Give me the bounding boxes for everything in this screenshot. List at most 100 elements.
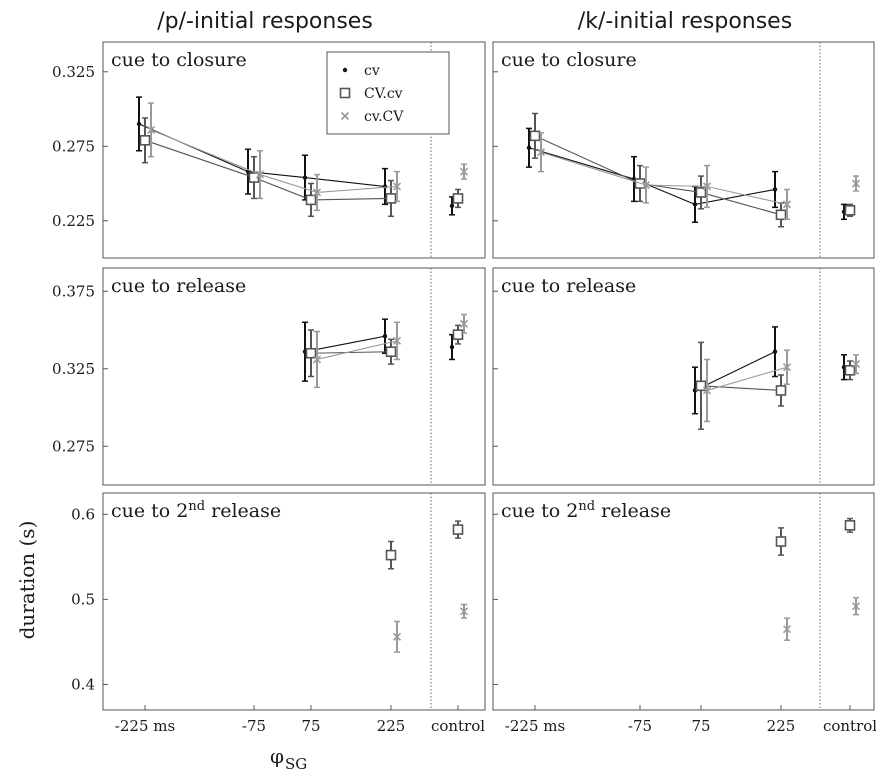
series-line (694, 351, 776, 391)
data-point (641, 180, 651, 190)
data-point (305, 194, 317, 206)
series-line (528, 147, 776, 205)
panel-label-sup: nd (188, 499, 205, 514)
y-tick-label: 0.325 (52, 63, 95, 81)
data-point (851, 179, 861, 188)
data-point (459, 319, 469, 328)
data-point (305, 347, 317, 359)
series-CV.cv (695, 341, 856, 430)
series-CV.cv (305, 324, 464, 378)
panel-label: cue to 2nd release (111, 499, 281, 522)
y-axis-label: duration (s) (15, 521, 39, 640)
panel-label-main: cue to 2 (111, 500, 188, 522)
data-point (385, 193, 397, 204)
data-point (139, 135, 151, 146)
panel: cue to release (492, 267, 875, 486)
data-point-stroke-b (255, 170, 265, 179)
data-point-stroke-b (312, 188, 322, 197)
series-line (540, 151, 788, 205)
data-point (695, 380, 707, 392)
data-point (782, 625, 792, 634)
panel-label-tail: release (205, 500, 281, 522)
legend-marker (340, 111, 350, 121)
data-point (702, 182, 712, 191)
data-point (452, 193, 464, 204)
data-point-stroke-b (146, 125, 156, 134)
data-point (452, 329, 464, 340)
data-point-stroke-b (392, 336, 402, 345)
data-point (529, 130, 541, 142)
series-CV.cv (775, 517, 856, 556)
data-point (385, 549, 397, 561)
data-point-stroke-b (392, 632, 402, 641)
panel-label-tail: release (595, 500, 671, 522)
x-tick-label: 75 (301, 717, 320, 735)
data-point-stroke-b (459, 607, 469, 616)
data-point-stroke-b (702, 386, 712, 395)
series-line (144, 139, 392, 201)
data-point (775, 385, 787, 396)
series-CV.cv (529, 112, 856, 228)
series-cv.CV (146, 102, 469, 212)
data-point-stroke-b (851, 360, 861, 369)
data-point-stroke-b (392, 182, 402, 191)
x-axis-label: φ SG (270, 744, 307, 773)
data-point-stroke-b (782, 200, 792, 209)
panel: cue to closure (102, 41, 486, 259)
series-line (310, 351, 392, 354)
panel-frame (492, 492, 875, 711)
panel-frame (492, 267, 875, 486)
data-point (702, 386, 712, 395)
x-tick-label: -225 ms (505, 717, 565, 735)
y-tick-label: 0.4 (71, 675, 95, 693)
series-line (304, 335, 386, 353)
data-point-stroke-b (851, 179, 861, 188)
series-CV.cv (385, 520, 464, 570)
panel-grid: 0.225 0.275 0.325 cue to closure cue to clos… (52, 41, 876, 735)
panel-label: cue to closure (111, 49, 247, 71)
data-point (255, 170, 265, 179)
data-point-stroke-b (782, 363, 792, 372)
data-point (692, 202, 698, 207)
data-point (459, 167, 469, 176)
panel: cue to closure (492, 41, 875, 259)
x-tick-label: 225 (377, 717, 406, 735)
data-point (392, 182, 402, 191)
panel-frame (102, 41, 486, 259)
panel: cue to 2nd release (102, 492, 486, 711)
data-point (312, 188, 322, 197)
legend-marker-stroke-b (340, 111, 350, 121)
column-title-p: /p/-initial responses (157, 9, 373, 34)
data-point-stroke-b (459, 319, 469, 328)
data-point (449, 344, 455, 350)
x-tick-label: -75 (628, 717, 652, 735)
data-point (782, 363, 792, 372)
panel-label: cue to release (111, 275, 246, 297)
series-cv.CV (312, 313, 469, 389)
panel-label-main: cue to 2 (501, 500, 578, 522)
data-point (844, 364, 856, 376)
series-cv.CV (702, 349, 861, 423)
data-point (459, 607, 469, 616)
panel-label: cue to 2nd release (501, 499, 671, 522)
y-tick-label: 0.375 (52, 282, 95, 300)
y-tick-label: 0.6 (71, 505, 95, 523)
series-line (534, 135, 782, 216)
data-point (452, 524, 464, 535)
legend: cv CV.cv cv.CV (326, 51, 450, 135)
data-point (775, 209, 787, 221)
data-point (146, 125, 156, 134)
data-point (695, 187, 707, 198)
y-tick-label: 0.275 (52, 437, 95, 455)
y-tick-label: 0.225 (52, 212, 95, 230)
data-point (385, 346, 397, 358)
data-point-stroke-b (641, 180, 651, 190)
panel-label: cue to release (501, 275, 636, 297)
data-point-stroke-b (851, 602, 861, 611)
data-point (382, 334, 388, 339)
series-cv.CV (536, 132, 861, 221)
data-point (248, 172, 260, 183)
data-point (392, 336, 402, 345)
data-point-stroke-b (702, 182, 712, 191)
panel: cue to release (102, 267, 486, 486)
